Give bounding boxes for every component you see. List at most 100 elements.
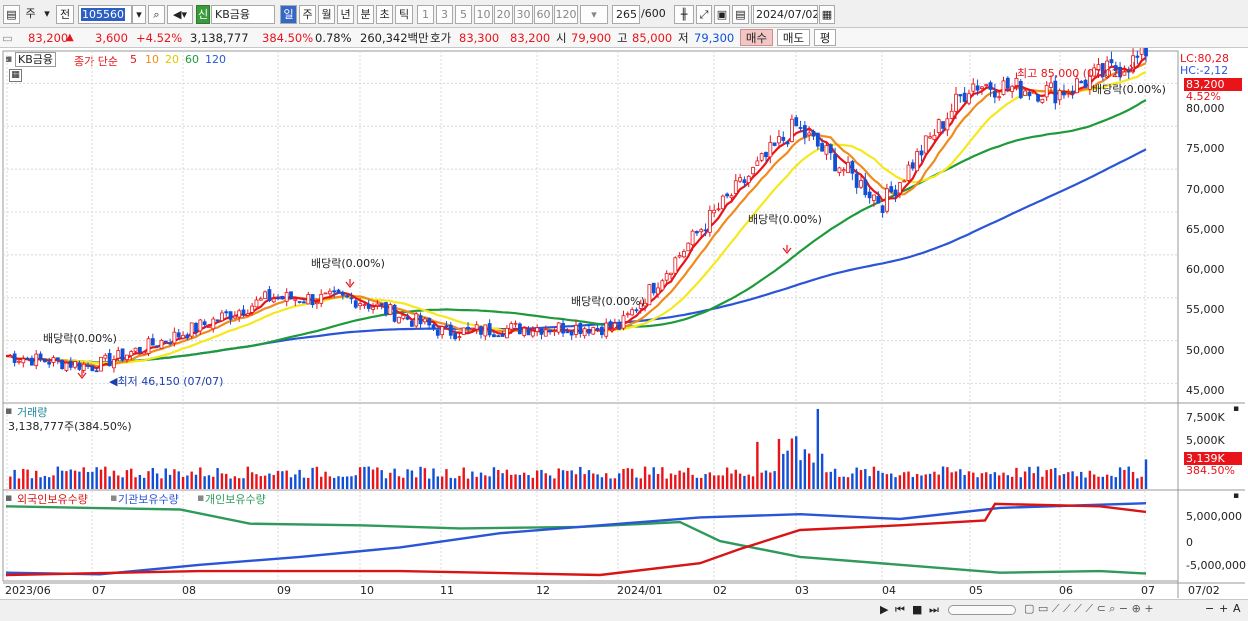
volume-bar — [380, 470, 383, 489]
count-input[interactable]: 265 — [612, 5, 640, 24]
period-month-tab[interactable]: 월 — [318, 5, 335, 24]
volume-bar — [717, 475, 720, 489]
panel-toggle-icon[interactable]: ▪ — [5, 404, 13, 417]
tool-icons[interactable]: ▢ ▭ ⟋ ⟋ ⟋ ⟋ ⊂ ⌕ − ⊕ + — [1024, 602, 1154, 615]
dividend-marker — [345, 279, 355, 288]
candle-style-icon[interactable]: ╫ — [674, 5, 694, 24]
candle-body — [284, 292, 289, 302]
interval-20[interactable]: 20 — [494, 5, 513, 24]
interval-10[interactable]: 10 — [474, 5, 493, 24]
print-icon[interactable]: ▤ — [732, 5, 749, 24]
interval-dropdown-icon[interactable]: ▾ — [580, 5, 608, 24]
stock-name-field[interactable]: KB금융 — [211, 5, 275, 24]
close-icon[interactable]: ▪ — [1233, 404, 1240, 414]
candle-body — [893, 189, 898, 197]
candle-body — [99, 356, 103, 372]
candle-body — [876, 196, 881, 204]
inst-holding-legend: 기관보유수량 — [118, 493, 179, 506]
scroll-thumb[interactable] — [948, 605, 1016, 615]
panel-toggle-icon[interactable]: ▪ — [5, 52, 13, 65]
eval-button[interactable]: 평 — [814, 29, 836, 46]
candle-body — [245, 313, 250, 316]
volume-bar — [743, 475, 746, 489]
code-input[interactable]: 105560 — [78, 5, 132, 24]
calendar-icon[interactable]: ▦ — [819, 5, 835, 24]
volume-bar — [324, 471, 327, 489]
draw-tool-icon[interactable]: ⤢ — [696, 5, 712, 24]
table-icon[interactable]: ▦ — [9, 69, 22, 82]
period-minute-tab[interactable]: 분 — [357, 5, 374, 24]
volume-value: 3,138,777 — [190, 31, 249, 45]
candle-body — [371, 306, 375, 310]
candle-body — [198, 319, 203, 332]
candle-body — [155, 345, 160, 348]
candle-body — [349, 297, 354, 300]
date-input[interactable]: 2024/07/02 — [753, 5, 818, 24]
candle-body — [846, 162, 850, 173]
panel-toggle-icon[interactable]: ▪ — [5, 491, 13, 504]
interval-1[interactable]: 1 — [417, 5, 434, 24]
code-dropdown-icon[interactable]: ▾ — [132, 5, 146, 24]
period-tick-tab[interactable]: 틱 — [395, 5, 413, 24]
x-tick: 2024/01 — [617, 584, 663, 597]
zoom-in-icon[interactable]: + — [1219, 602, 1229, 615]
save-icon[interactable]: ▣ — [714, 5, 730, 24]
dividend-label: 배당락(0.00%) — [311, 257, 385, 270]
candle-body — [699, 229, 704, 233]
volume-bar — [272, 475, 275, 489]
candle-body — [1122, 71, 1127, 76]
candle-body — [34, 353, 39, 366]
scroll-right-icon[interactable]: ▶ — [880, 603, 889, 616]
candle-body — [146, 338, 151, 354]
candle-body — [988, 82, 993, 90]
volume-bar — [980, 473, 984, 489]
candle-body — [1040, 98, 1045, 103]
market-dropdown-icon[interactable]: ▾ — [44, 7, 50, 20]
candle-body — [241, 309, 246, 316]
close-icon[interactable]: ▪ — [1233, 491, 1240, 501]
candle-body — [258, 298, 263, 301]
interval-5[interactable]: 5 — [455, 5, 472, 24]
search-icon[interactable]: ⌕ — [148, 5, 165, 24]
volume-bar — [950, 472, 953, 489]
stop-icon[interactable]: ■ — [912, 603, 923, 616]
interval-30[interactable]: 30 — [514, 5, 533, 24]
volume-bar — [173, 469, 176, 489]
candle-body — [781, 136, 786, 141]
volume-bar — [617, 473, 621, 489]
font-size-icon[interactable]: A — [1233, 602, 1241, 615]
volume-bar — [846, 477, 850, 489]
sell-button[interactable]: 매도 — [777, 29, 810, 46]
interval-120[interactable]: 120 — [554, 5, 578, 24]
holding-tick: 5,000,000 — [1186, 510, 1242, 523]
volume-bar — [1002, 472, 1005, 489]
zoom-out-icon[interactable]: − — [1205, 602, 1215, 615]
rewind-icon[interactable]: ⏮ — [895, 603, 905, 616]
speaker-icon[interactable]: ◀▾ — [167, 5, 193, 24]
volume-bar — [47, 477, 51, 489]
volume-bar — [954, 471, 958, 489]
candle-body — [854, 173, 859, 188]
candle-body — [1092, 67, 1097, 77]
period-day-tab[interactable]: 일 — [280, 5, 297, 24]
window-menu-icon[interactable]: ▤ — [3, 5, 20, 24]
volume-bar — [894, 477, 897, 489]
period-second-tab[interactable]: 초 — [376, 5, 393, 24]
candle-body — [833, 154, 837, 172]
candle-body — [582, 328, 587, 337]
volume-bar — [345, 476, 349, 489]
volume-bar — [963, 474, 966, 489]
market-mode-button[interactable]: 전 — [56, 5, 74, 24]
market-select[interactable]: 주 — [25, 7, 36, 20]
period-year-tab[interactable]: 년 — [337, 5, 354, 24]
stock-chart[interactable] — [0, 48, 1248, 619]
interval-3[interactable]: 3 — [436, 5, 453, 24]
period-week-tab[interactable]: 주 — [299, 5, 316, 24]
interval-60[interactable]: 60 — [534, 5, 553, 24]
fast-forward-icon[interactable]: ⏭ — [929, 603, 939, 616]
candle-body — [172, 331, 177, 344]
candle-body — [112, 359, 116, 369]
candle-body — [116, 350, 121, 359]
volume-bar — [747, 474, 750, 489]
buy-button[interactable]: 매수 — [740, 29, 773, 46]
